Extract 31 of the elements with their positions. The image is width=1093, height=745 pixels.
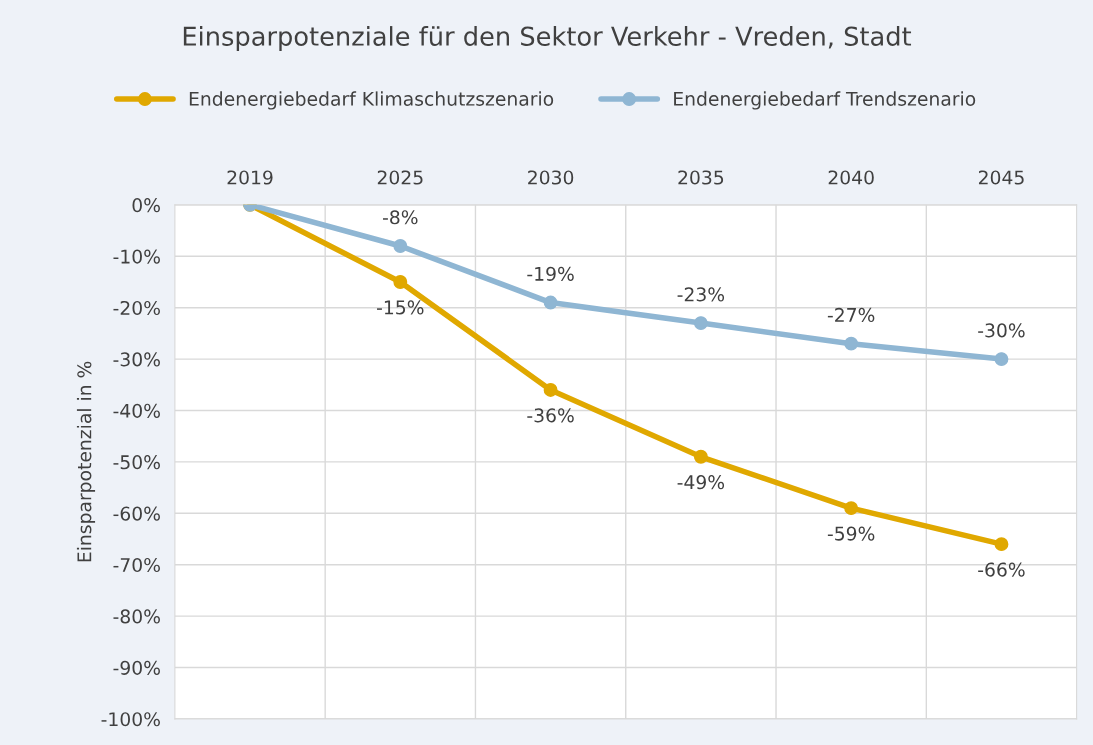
y-tick-label: -50% xyxy=(113,455,160,470)
data-label: -19% xyxy=(527,266,574,281)
y-tick-label: 0% xyxy=(132,198,160,213)
data-label: -49% xyxy=(677,475,725,490)
x-tick-label: 2035 xyxy=(678,170,724,185)
y-axis-title: Einsparpotenzial in % xyxy=(76,361,96,562)
legend-label: Endenergiebedarf Trendszenario xyxy=(674,91,976,110)
y-tick-label: -10% xyxy=(113,249,160,264)
y-tick-label: -100% xyxy=(101,712,160,727)
y-tick-label: -20% xyxy=(113,300,160,316)
x-tick-label: 2040 xyxy=(828,170,874,185)
y-tick-label: -80% xyxy=(113,609,160,624)
chart-title: Einsparpotenziale für den Sektor Verkehr - Vreden, Stadt xyxy=(183,26,912,51)
data-label: -27% xyxy=(827,307,875,323)
data-label: -8% xyxy=(382,210,418,225)
legend-label: Endenergiebedarf Klimaschutzszenario xyxy=(189,91,554,110)
y-tick-label: -90% xyxy=(113,660,160,675)
data-label: -30% xyxy=(978,323,1025,338)
data-label: -59% xyxy=(827,526,875,541)
x-tick-label: 2045 xyxy=(978,170,1024,185)
x-tick-label: 2025 xyxy=(377,170,423,185)
y-tick-label: -40% xyxy=(113,403,160,418)
x-tick-label: 2019 xyxy=(227,170,273,185)
y-tick-label: -70% xyxy=(113,557,160,573)
data-label: -23% xyxy=(677,287,725,302)
y-tick-label: -30% xyxy=(113,352,160,367)
data-label: -36% xyxy=(527,408,574,423)
data-label: -66% xyxy=(978,562,1025,577)
data-label: -15% xyxy=(377,300,424,315)
y-tick-label: -60% xyxy=(113,506,160,521)
x-tick-label: 2030 xyxy=(528,170,574,185)
